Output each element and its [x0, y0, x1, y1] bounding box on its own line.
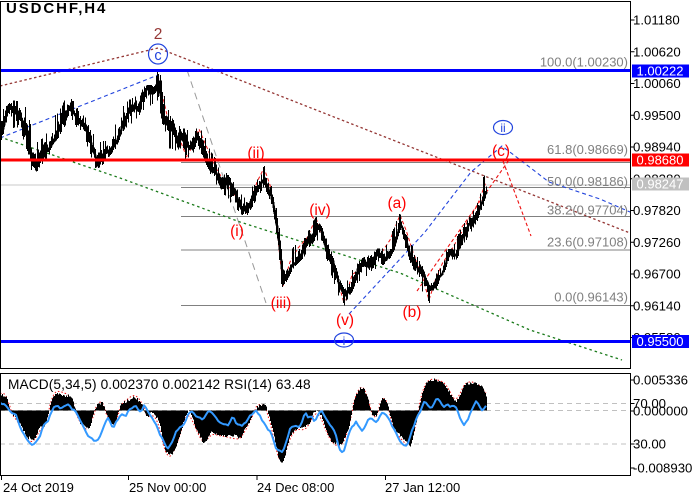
svg-text:1.00620: 1.00620: [633, 44, 681, 59]
svg-text:1.01180: 1.01180: [633, 13, 680, 28]
svg-text:50.0(0.98186): 50.0(0.98186): [547, 174, 628, 189]
svg-text:(i): (i): [230, 223, 244, 240]
svg-text:c: c: [154, 48, 161, 64]
svg-text:i: i: [343, 334, 346, 348]
svg-text:(b): (b): [403, 304, 422, 321]
svg-text:0.98680: 0.98680: [637, 153, 684, 168]
svg-text:23.6(0.97108): 23.6(0.97108): [547, 235, 628, 250]
svg-text:61.8(0.98669): 61.8(0.98669): [547, 142, 628, 157]
svg-text:2: 2: [154, 26, 163, 43]
svg-text:0.96700: 0.96700: [633, 267, 681, 282]
svg-text:MACD(5,34,5) 0.002370 0.002142: MACD(5,34,5) 0.002370 0.002142 RSI(14) 6…: [8, 377, 311, 392]
svg-text:0.98940: 0.98940: [633, 140, 681, 155]
svg-text:0.95500: 0.95500: [637, 334, 684, 349]
svg-text:0.97260: 0.97260: [633, 235, 681, 250]
svg-text:1.00222: 1.00222: [637, 64, 684, 79]
svg-text:0.96140: 0.96140: [633, 298, 681, 313]
svg-text:-0.008930: -0.008930: [633, 461, 692, 476]
svg-text:24 Oct 2019: 24 Oct 2019: [3, 480, 74, 495]
svg-text:ii: ii: [500, 121, 505, 135]
svg-text:25 Nov 00:00: 25 Nov 00:00: [129, 480, 206, 495]
svg-text:(ii): (ii): [247, 145, 264, 162]
svg-text:70.00: 70.00: [633, 396, 666, 411]
svg-text:0.97820: 0.97820: [633, 203, 681, 218]
svg-text:27 Jan 12:00: 27 Jan 12:00: [385, 480, 460, 495]
svg-text:(a): (a): [388, 195, 407, 212]
svg-text:0.98247: 0.98247: [637, 177, 684, 192]
svg-text:38.2(0.97704): 38.2(0.97704): [547, 203, 628, 218]
svg-text:(iii): (iii): [271, 295, 292, 312]
svg-text:0.99500: 0.99500: [633, 108, 681, 123]
svg-text:0.005336: 0.005336: [633, 373, 688, 388]
svg-text:0.0(0.96143): 0.0(0.96143): [554, 290, 628, 305]
svg-text:24 Dec 08:00: 24 Dec 08:00: [257, 480, 334, 495]
svg-text:(c): (c): [492, 143, 510, 160]
svg-text:0.000000: 0.000000: [633, 404, 688, 419]
svg-text:1.00060: 1.00060: [633, 76, 681, 91]
svg-text:(iv): (iv): [309, 202, 331, 219]
svg-text:30.00: 30.00: [633, 437, 666, 452]
svg-text:100.0(1.00230): 100.0(1.00230): [540, 55, 628, 70]
svg-text:(v): (v): [336, 312, 354, 329]
svg-text:USDCHF,H4: USDCHF,H4: [6, 0, 107, 17]
